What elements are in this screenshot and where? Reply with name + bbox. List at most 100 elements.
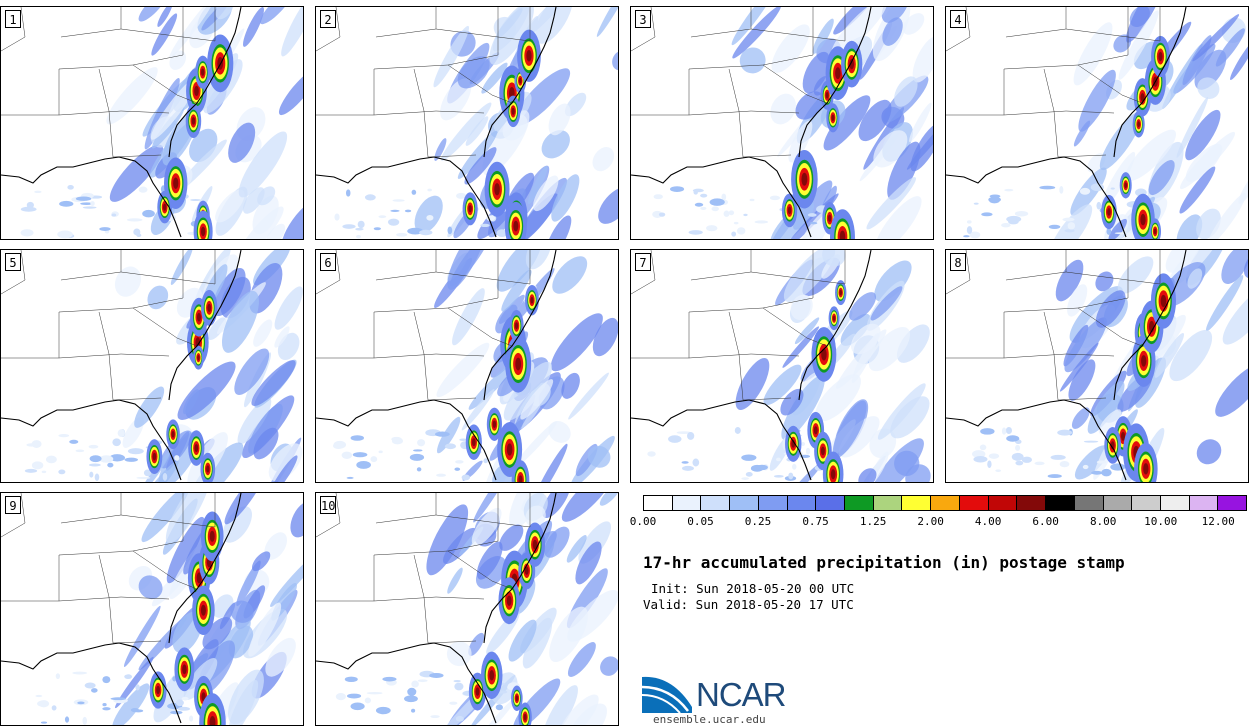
precip-cell: [455, 715, 464, 722]
precip-cell: [89, 471, 94, 478]
precip-cell: [721, 193, 727, 201]
state-border: [1043, 68, 1059, 158]
precip-cell: [858, 99, 892, 142]
precip-cell: [447, 226, 453, 235]
precip-cell: [542, 493, 571, 519]
precip-cell: [138, 575, 163, 600]
precip-cell: [598, 187, 618, 224]
precip-cell: [143, 469, 152, 477]
precip-cell: [127, 448, 144, 455]
state-border: [762, 307, 828, 347]
precip-cell: [356, 461, 371, 469]
precip-cell: [849, 292, 877, 321]
precip-cell: [234, 348, 270, 395]
member-number: 8: [950, 253, 966, 271]
precip-cell: [446, 641, 472, 667]
precip-core: [530, 296, 534, 304]
precip-cell: [587, 445, 611, 468]
precip-cell: [67, 184, 74, 190]
precip-cell: [782, 326, 820, 368]
precip-core: [171, 430, 175, 438]
state-border: [375, 271, 499, 281]
precip-cell: [1110, 463, 1126, 471]
precip-cell: [41, 470, 47, 474]
precip-cell: [1185, 109, 1221, 161]
precip-cell: [896, 324, 930, 363]
precip-cell: [1039, 185, 1056, 190]
precip-cell: [88, 444, 99, 449]
precip-cell: [236, 560, 261, 607]
precip-cell: [215, 7, 235, 20]
precip-cell: [501, 269, 532, 312]
precip-cell: [215, 189, 245, 223]
precip-cell: [31, 440, 42, 448]
precip-core: [468, 205, 472, 213]
precip-cell: [270, 550, 303, 607]
colorbar-segment: [1103, 496, 1133, 510]
precip-cell: [652, 210, 663, 218]
precip-cell: [815, 374, 861, 422]
colorbar-segment: [959, 496, 989, 510]
precip-core: [835, 67, 841, 80]
precip-cell: [788, 472, 794, 480]
ensemble-member-panel: 10: [315, 492, 619, 726]
precip-cell: [789, 461, 823, 482]
plot-title: 17-hr accumulated precipitation (in) pos…: [643, 553, 1125, 572]
member-number: 1: [5, 10, 21, 28]
precip-core: [206, 465, 210, 473]
precip-cell: [99, 227, 111, 231]
precip-cell: [1074, 445, 1109, 480]
precip-cell: [988, 453, 1000, 459]
precip-cell: [771, 24, 810, 73]
precip-cell: [600, 656, 618, 676]
state-border: [946, 353, 1115, 359]
precip-cell: [495, 304, 518, 334]
precip-cell: [776, 457, 781, 462]
precip-cell: [345, 189, 351, 197]
precip-cell: [496, 229, 508, 238]
precip-cell: [732, 7, 781, 59]
precip-cell: [112, 438, 121, 447]
colorbar-tick-label: 0.75: [802, 515, 829, 528]
precip-cell: [745, 472, 753, 477]
precip-core: [1153, 228, 1157, 235]
state-border: [316, 493, 341, 538]
precip-cell: [972, 450, 986, 458]
precip-cell: [332, 442, 344, 450]
precip-cell: [417, 439, 426, 447]
precip-cell: [174, 455, 180, 461]
coastline: [1, 493, 242, 724]
precip-cell: [230, 600, 254, 623]
precip-cell: [1176, 214, 1203, 239]
precip-cell: [37, 700, 49, 707]
precip-cell: [545, 215, 572, 239]
precip-cell: [1205, 275, 1244, 332]
precip-cell: [222, 506, 252, 543]
precip-cell: [91, 688, 98, 693]
state-border: [497, 279, 531, 285]
precip-cell: [134, 386, 165, 428]
precip-core: [511, 107, 515, 115]
state-border: [1003, 54, 1129, 70]
state-border: [447, 307, 513, 347]
precip-cell: [142, 209, 155, 218]
precip-core: [1107, 208, 1111, 216]
precip-core: [515, 357, 522, 371]
precip-map: [316, 250, 618, 482]
precip-cell: [177, 361, 236, 420]
precip-cell: [143, 460, 179, 482]
precip-core: [849, 58, 855, 70]
colorbar-segment: [1046, 496, 1075, 510]
precip-cell: [459, 438, 467, 442]
precip-core: [832, 315, 836, 321]
precip-cell: [207, 317, 227, 340]
precip-cell: [253, 427, 279, 460]
colorbar-segment: [1189, 496, 1219, 510]
precip-cell: [126, 218, 143, 222]
precip-cell: [455, 460, 464, 464]
precip-cell: [82, 716, 87, 725]
ensemble-member-panel: 2: [315, 6, 619, 240]
precip-cell: [868, 327, 910, 372]
precip-cell: [552, 256, 588, 294]
precip-cell: [464, 147, 497, 185]
